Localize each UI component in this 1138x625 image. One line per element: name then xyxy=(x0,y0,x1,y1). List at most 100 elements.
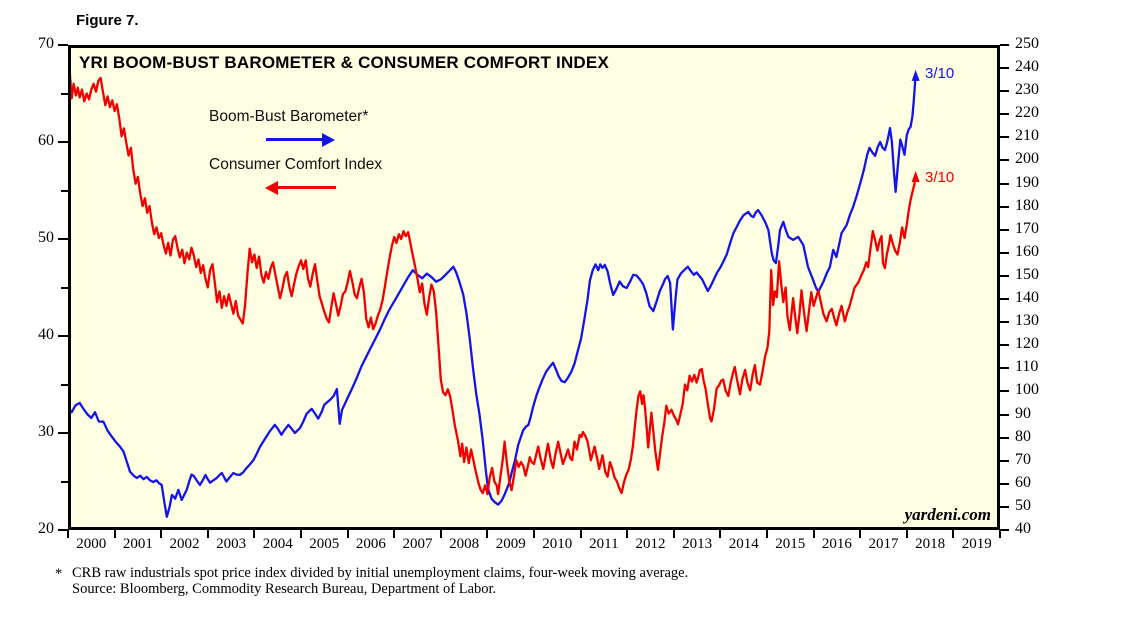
x-tick-label: 2013 xyxy=(682,536,713,552)
y-right-tick-label: 90 xyxy=(1015,404,1031,422)
x-boundary-tick xyxy=(672,530,675,538)
y-left-major-tick xyxy=(58,529,68,531)
x-boundary-tick xyxy=(812,530,815,538)
figure-label: Figure 7. xyxy=(76,12,139,29)
y-left-major-tick xyxy=(58,44,68,46)
x-tick-label: 2005 xyxy=(309,536,340,552)
x-boundary-tick xyxy=(766,530,768,538)
y-right-tick-label: 130 xyxy=(1015,312,1039,330)
y-left-minor-tick xyxy=(61,92,68,95)
y-left-tick-label: 70 xyxy=(38,35,54,52)
y-right-tick xyxy=(1000,182,1009,185)
x-boundary-tick xyxy=(999,530,1001,538)
y-right-tick-label: 200 xyxy=(1015,150,1039,168)
watermark: yardeni.com xyxy=(904,505,991,524)
series-line-barometer xyxy=(71,73,917,518)
x-tick-label: 2002 xyxy=(169,536,200,552)
y-right-tick-label: 250 xyxy=(1015,35,1039,52)
x-tick-label: 2007 xyxy=(402,536,433,552)
y-right-tick-label: 80 xyxy=(1015,427,1031,445)
x-boundary-tick xyxy=(300,530,302,538)
y-right-tick xyxy=(1000,274,1009,277)
x-tick-label: 2009 xyxy=(495,536,526,552)
x-tick-label: 2019 xyxy=(961,536,992,552)
y-left-minor-tick xyxy=(61,189,68,192)
y-right-tick xyxy=(1000,459,1009,462)
x-boundary-tick xyxy=(393,530,396,538)
arrowhead-icon xyxy=(911,170,920,182)
x-boundary-tick xyxy=(113,530,116,538)
y-right-tick-label: 150 xyxy=(1015,265,1039,283)
x-boundary-tick xyxy=(206,530,209,538)
x-tick-label: 2016 xyxy=(821,536,852,552)
y-right-tick-label: 60 xyxy=(1015,473,1031,491)
y-right-tick xyxy=(1000,436,1009,439)
legend-label-comfort: Consumer Comfort Index xyxy=(209,156,383,173)
y-left-major-tick xyxy=(58,335,68,337)
x-tick-label: 2012 xyxy=(635,536,666,552)
x-boundary-tick xyxy=(719,530,722,538)
y-right-tick-label: 210 xyxy=(1015,127,1039,145)
y-right-tick xyxy=(1000,505,1009,508)
x-tick-label: 2004 xyxy=(262,536,293,552)
y-left-minor-tick xyxy=(61,480,68,483)
y-right-tick xyxy=(1000,367,1009,370)
y-right-tick xyxy=(1000,413,1009,416)
y-right-tick-label: 220 xyxy=(1015,104,1039,122)
x-tick-label: 2000 xyxy=(76,536,107,552)
y-left-tick-label: 20 xyxy=(38,520,54,537)
right-arrow-icon xyxy=(266,132,336,147)
x-boundary-tick xyxy=(346,530,349,538)
x-tick-label: 2018 xyxy=(915,536,946,552)
y-right-tick xyxy=(1000,159,1009,162)
footnote-line1: CRB raw industrials spot price index div… xyxy=(72,565,689,581)
y-left-major-tick xyxy=(58,141,68,143)
y-left-tick-label: 30 xyxy=(38,423,54,440)
y-right-tick xyxy=(1000,205,1009,208)
y-right-tick xyxy=(1000,67,1009,70)
y-right-tick xyxy=(1000,529,1009,531)
y-right-tick xyxy=(1000,482,1009,485)
x-boundary-tick xyxy=(439,530,442,538)
comfort-end-date-label: 3/10 xyxy=(925,169,955,186)
y-right-tick xyxy=(1000,321,1009,324)
y-right-tick-label: 180 xyxy=(1015,196,1039,214)
y-right-tick-label: 230 xyxy=(1015,81,1039,99)
y-left-major-tick xyxy=(58,432,68,434)
y-right-tick-label: 160 xyxy=(1015,242,1039,260)
y-right-tick-label: 120 xyxy=(1015,335,1039,353)
arrowhead-icon xyxy=(911,69,920,81)
y-left-tick-label: 50 xyxy=(38,229,54,246)
plot-area: YRI BOOM-BUST BAROMETER & CONSUMER COMFO… xyxy=(68,45,1000,530)
series-line-comfort xyxy=(71,73,917,496)
y-right-tick xyxy=(1000,113,1009,116)
x-boundary-tick xyxy=(253,530,256,538)
y-right-tick-label: 170 xyxy=(1015,219,1039,237)
y-right-tick-label: 70 xyxy=(1015,450,1031,468)
x-tick-label: 2010 xyxy=(542,536,573,552)
y-left-minor-tick xyxy=(61,383,68,386)
x-boundary-tick xyxy=(579,530,582,538)
legend: Boom-Bust Barometer* Consumer Comfort In… xyxy=(209,108,382,204)
y-right-tick xyxy=(1000,251,1009,254)
x-boundary-tick xyxy=(533,530,535,538)
x-boundary-tick xyxy=(859,530,862,538)
y-right-tick xyxy=(1000,228,1009,231)
y-right-tick xyxy=(1000,44,1009,46)
y-left-minor-tick xyxy=(61,286,68,289)
x-tick-label: 2017 xyxy=(868,536,899,552)
x-tick-label: 2006 xyxy=(355,536,386,552)
y-right-tick-label: 190 xyxy=(1015,173,1039,191)
x-boundary-tick xyxy=(67,530,69,538)
y-right-tick xyxy=(1000,344,1009,347)
x-tick-label: 2011 xyxy=(589,536,619,552)
x-boundary-tick xyxy=(952,530,955,538)
x-boundary-tick xyxy=(626,530,629,538)
y-right-tick-label: 50 xyxy=(1015,496,1031,514)
y-right-tick xyxy=(1000,136,1009,139)
y-left-major-tick xyxy=(58,238,68,240)
y-right-tick-label: 100 xyxy=(1015,381,1039,399)
y-right-tick-label: 140 xyxy=(1015,289,1039,307)
x-tick-label: 2001 xyxy=(122,536,153,552)
